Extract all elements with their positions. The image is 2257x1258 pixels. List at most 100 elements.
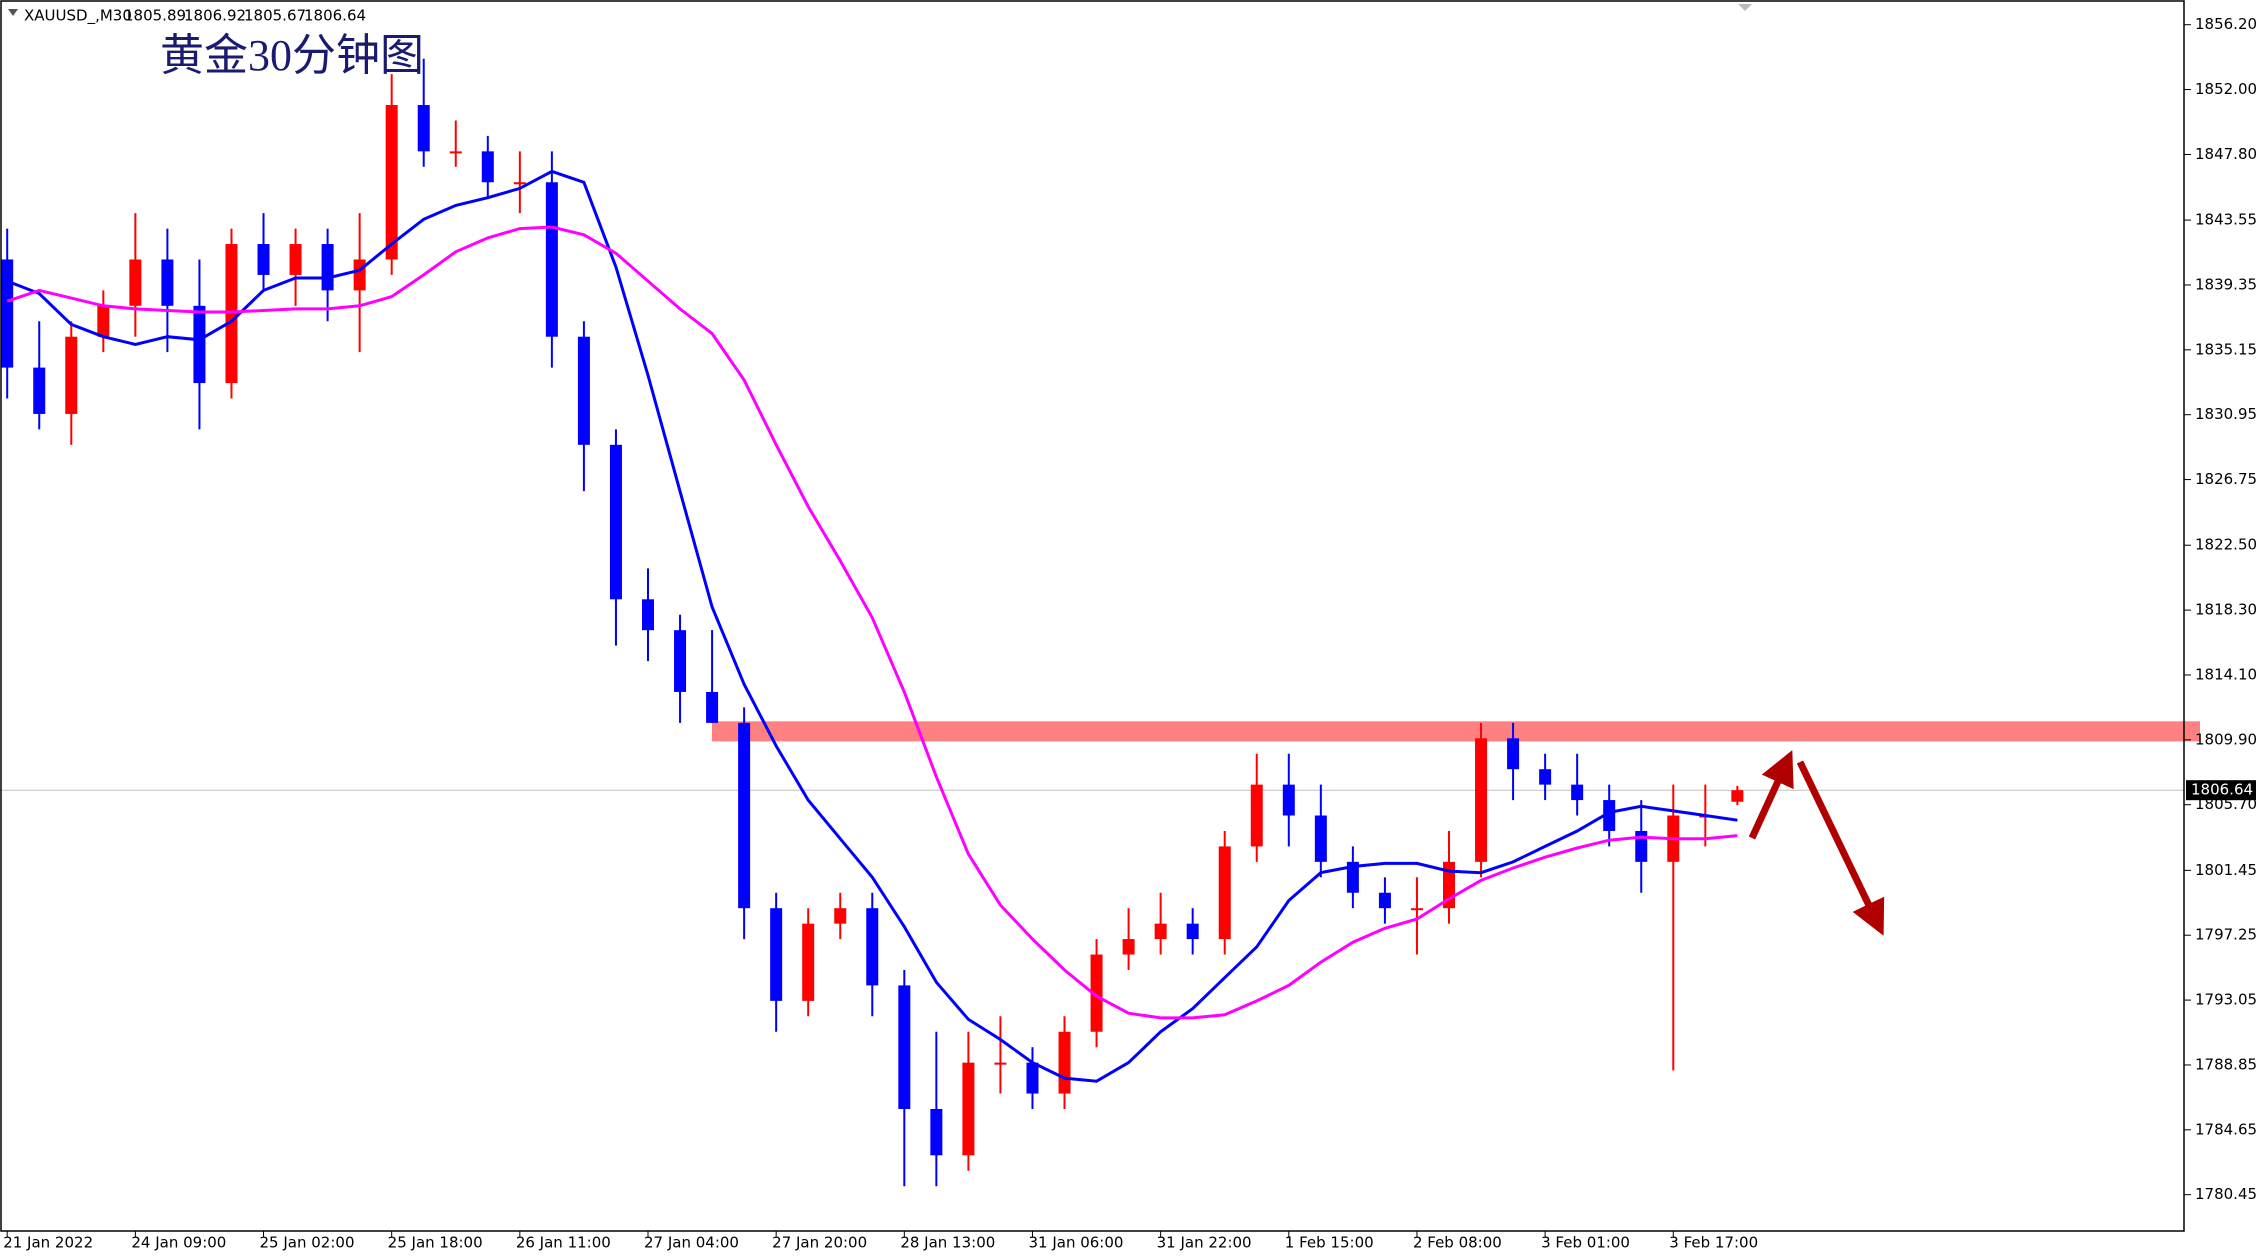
y-tick-label: 1818.30 (2195, 601, 2257, 619)
candle-body (545, 182, 558, 337)
candle-body (642, 599, 654, 631)
y-tick-label: 1788.85 (2195, 1055, 2257, 1073)
candle-body (513, 182, 526, 185)
candle-body (1507, 738, 1520, 770)
moving-average (6, 225, 1738, 1020)
last-price-box (2186, 780, 2256, 801)
candle-body (609, 444, 622, 600)
candle-body (1090, 954, 1103, 1032)
y-tick-label: 1801.45 (2195, 861, 2257, 879)
y-tick-label: 1784.65 (2195, 1120, 2257, 1138)
candle-body (994, 1062, 1007, 1065)
x-tick-label: 25 Jan 18:00 (388, 1234, 483, 1252)
y-tick-label: 1843.55 (2195, 211, 2257, 229)
y-tick-label: 1814.10 (2195, 665, 2257, 683)
candle-body (321, 244, 334, 291)
y-tick-label: 1826.75 (2195, 470, 2257, 488)
candle-body (1218, 846, 1231, 940)
candle-body (1154, 923, 1167, 940)
y-tick-label: 1793.05 (2195, 991, 2257, 1009)
candle-body (417, 105, 430, 152)
candle-body (1058, 1031, 1071, 1094)
candle-body (1731, 790, 1744, 802)
candle-body (1, 259, 14, 368)
ohlc-high: 1806.92 (184, 7, 246, 25)
down-arrow (1796, 760, 1885, 936)
candle-body (802, 923, 815, 1001)
candle-body (898, 985, 911, 1109)
candle-body (866, 908, 879, 986)
shift-marker (1738, 4, 1752, 11)
ohlc-close: 1806.64 (304, 7, 366, 25)
candle-body (1314, 815, 1327, 862)
candle-body (930, 1108, 943, 1156)
y-tick-label: 1852.00 (2195, 80, 2257, 98)
x-tick-label: 24 Jan 09:00 (131, 1234, 226, 1252)
x-tick-label: 31 Jan 06:00 (1028, 1234, 1123, 1252)
candle-body (97, 305, 110, 337)
x-tick-label: 27 Jan 20:00 (772, 1234, 867, 1252)
candle-body (449, 151, 462, 154)
symbol-icon (8, 9, 18, 16)
candle-body (33, 367, 46, 414)
candle-body (1346, 861, 1359, 893)
candle-body (1475, 738, 1488, 862)
y-tick-label: 1822.50 (2195, 536, 2257, 554)
candle-body (1026, 1062, 1039, 1094)
last-price-label: 1806.64 (2191, 781, 2253, 799)
candle-body (129, 259, 142, 306)
candle-body (1378, 892, 1391, 909)
candle-body (353, 259, 366, 291)
candle-body (1410, 908, 1423, 911)
y-tick-label: 1780.45 (2195, 1185, 2257, 1203)
candle-body (1635, 830, 1648, 862)
up-arrow (1748, 750, 1794, 840)
x-tick-label: 25 Jan 02:00 (260, 1234, 355, 1252)
candle-body (962, 1062, 975, 1156)
x-tick-label: 2 Feb 08:00 (1413, 1234, 1502, 1252)
candle-body (193, 305, 206, 384)
candle-body (770, 908, 783, 1001)
chart-title: 黄金30分钟图 (160, 31, 424, 80)
candle-body (834, 908, 847, 924)
x-tick-label: 26 Jan 11:00 (516, 1234, 611, 1252)
candle-body (161, 259, 174, 306)
candle-body (481, 151, 494, 183)
candle-body (738, 722, 751, 909)
y-tick-label: 1839.35 (2195, 275, 2257, 293)
resistance-zone (712, 721, 2200, 742)
plot-area (0, 58, 2200, 1187)
candle-body (385, 105, 398, 260)
ohlc-open: 1805.89 (124, 7, 186, 25)
x-tick-label: 1 Feb 15:00 (1285, 1234, 1374, 1252)
y-tick-label: 1835.15 (2195, 340, 2257, 358)
y-tick-label: 1809.90 (2195, 730, 2257, 748)
plot-frame (0, 0, 2185, 1232)
x-tick-label: 28 Jan 13:00 (900, 1234, 995, 1252)
candle-body (1122, 939, 1135, 955)
candle-body (1186, 923, 1199, 940)
candle-body (1282, 784, 1295, 816)
candle-body (257, 244, 270, 275)
candle-body (706, 691, 719, 723)
y-tick-label: 1797.25 (2195, 926, 2257, 944)
x-tick-label: 3 Feb 01:00 (1541, 1234, 1630, 1252)
x-tick-label: 31 Jan 22:00 (1157, 1234, 1252, 1252)
x-tick-label: 3 Feb 17:00 (1669, 1234, 1758, 1252)
symbol: XAUUSD_,M30 (24, 7, 132, 26)
y-tick-label: 1856.20 (2195, 15, 2257, 33)
candle-body (577, 336, 590, 445)
x-tick-label: 21 Jan 2022 (3, 1234, 93, 1252)
ohlc-low: 1805.67 (244, 7, 306, 25)
candle-body (1539, 769, 1552, 785)
candle-body (1250, 784, 1263, 847)
y-tick-label: 1847.80 (2195, 145, 2257, 163)
candle-body (674, 630, 687, 692)
candle-body (1571, 784, 1584, 801)
x-tick-label: 27 Jan 04:00 (644, 1234, 739, 1252)
candle-body (225, 244, 238, 384)
candle-body (1603, 800, 1616, 831)
